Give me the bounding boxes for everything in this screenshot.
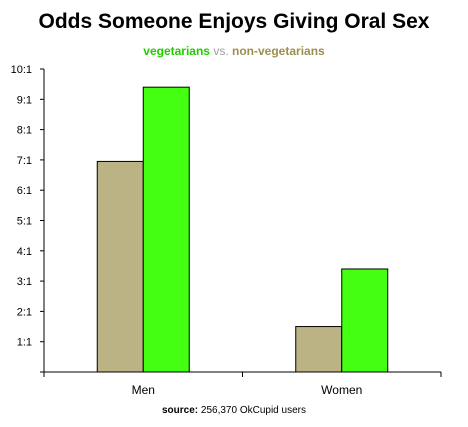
bar-non-vegetarians-women	[295, 326, 343, 373]
x-tick-label: Women	[321, 383, 362, 397]
source-text: 256,370 OkCupid users	[200, 405, 306, 416]
y-tick-label: 7:1	[17, 155, 32, 167]
bar-non-vegetarians-men	[96, 160, 144, 373]
subtitle-non-vegetarians: non-vegetarians	[232, 44, 325, 58]
y-tick-label: 3:1	[17, 276, 32, 288]
y-tick-label: 1:1	[17, 337, 32, 349]
chart-title: Odds Someone Enjoys Giving Oral Sex	[38, 10, 430, 33]
bar-vegetarians-men	[142, 86, 190, 373]
y-tick-label: 2:1	[17, 306, 32, 318]
source-label: source:	[162, 405, 199, 416]
y-tick-label: 6:1	[17, 185, 32, 197]
y-tick-label: 8:1	[17, 125, 32, 137]
x-tick-label: Men	[132, 383, 155, 397]
subtitle-separator: vs.	[213, 44, 229, 58]
chart-source: source: 256,370 OkCupid users	[0, 405, 468, 416]
bar-vegetarians-women	[341, 268, 389, 373]
chart-subtitle: vegetarians vs. non-vegetarians	[0, 44, 468, 58]
y-tick-label: 10:1	[11, 64, 32, 76]
y-tick-label: 5:1	[17, 216, 32, 228]
y-tick-label: 9:1	[17, 94, 32, 106]
y-tick-label: 4:1	[17, 246, 32, 258]
subtitle-vegetarians: vegetarians	[143, 44, 210, 58]
